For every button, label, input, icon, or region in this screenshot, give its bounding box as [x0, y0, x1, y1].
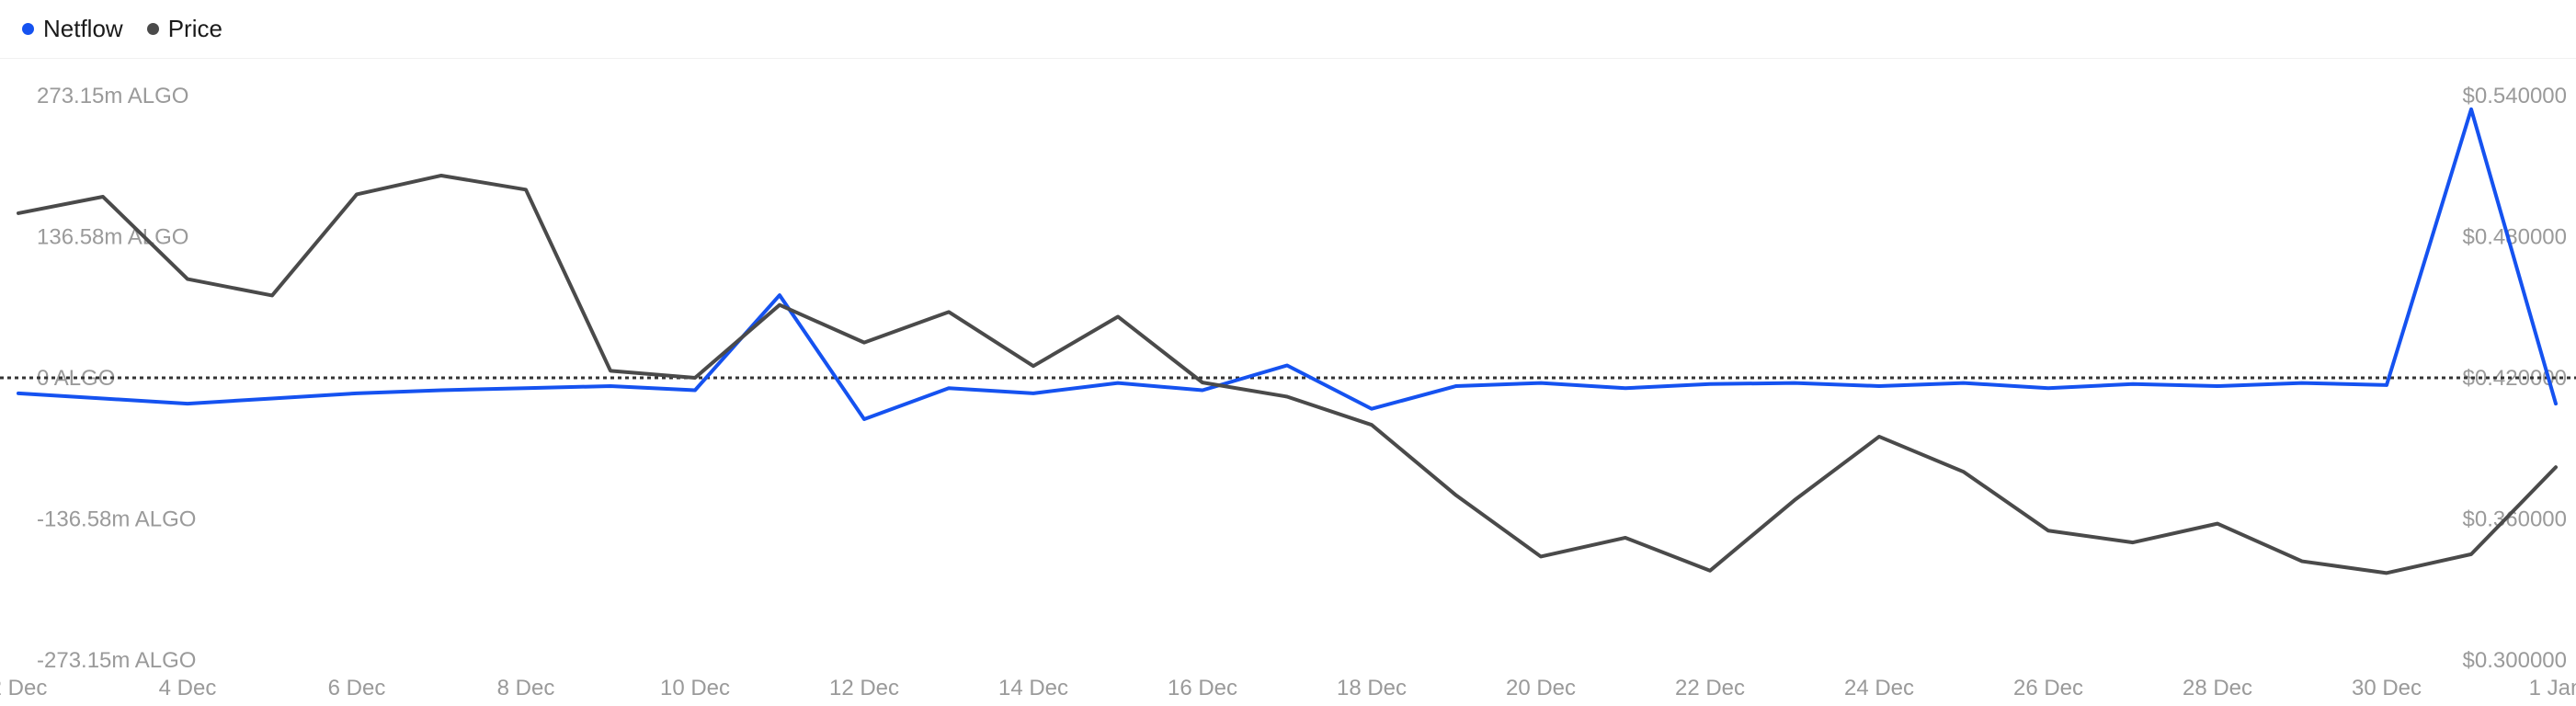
legend-label: Price [168, 15, 222, 43]
legend-item-netflow[interactable]: Netflow [22, 15, 123, 43]
x-tick-label: 22 Dec [1675, 676, 1745, 700]
x-tick-label: 8 Dec [497, 676, 555, 700]
x-tick-label: 28 Dec [2183, 676, 2252, 700]
x-tick-label: 16 Dec [1168, 676, 1237, 700]
y-left-tick-label: -273.15m ALGO [37, 648, 196, 673]
x-tick-label: 10 Dec [660, 676, 730, 700]
legend-dot-icon [22, 23, 34, 35]
x-tick-label: 4 Dec [159, 676, 217, 700]
chart-plot-area: 273.15m ALGO136.58m ALGO0 ALGO-136.58m A… [0, 59, 2576, 706]
y-right-tick-label: $0.480000 [2463, 225, 2567, 250]
series-line-price [18, 176, 2556, 573]
x-tick-label: 14 Dec [998, 676, 1068, 700]
x-tick-label: 24 Dec [1844, 676, 1914, 700]
y-right-tick-label: $0.300000 [2463, 648, 2567, 673]
y-left-tick-label: 136.58m ALGO [37, 224, 188, 249]
x-tick-label: 20 Dec [1506, 676, 1576, 700]
y-right-tick-label: $0.540000 [2463, 84, 2567, 108]
legend-item-price[interactable]: Price [147, 15, 222, 43]
y-left-tick-label: -136.58m ALGO [37, 507, 196, 532]
legend-label: Netflow [43, 15, 123, 43]
chart-svg: 273.15m ALGO136.58m ALGO0 ALGO-136.58m A… [0, 59, 2576, 706]
chart-container: Netflow Price 273.15m ALGO136.58m ALGO0 … [0, 0, 2576, 706]
x-tick-label: 1 Jan [2529, 676, 2576, 700]
x-tick-label: 30 Dec [2352, 676, 2422, 700]
y-left-tick-label: 273.15m ALGO [37, 84, 188, 108]
x-tick-label: 2 Dec [0, 676, 47, 700]
x-tick-label: 18 Dec [1337, 676, 1407, 700]
x-tick-label: 12 Dec [829, 676, 899, 700]
x-tick-label: 6 Dec [328, 676, 386, 700]
legend: Netflow Price [0, 0, 2576, 59]
series-line-netflow [18, 109, 2556, 419]
x-tick-label: 26 Dec [2013, 676, 2083, 700]
legend-dot-icon [147, 23, 159, 35]
